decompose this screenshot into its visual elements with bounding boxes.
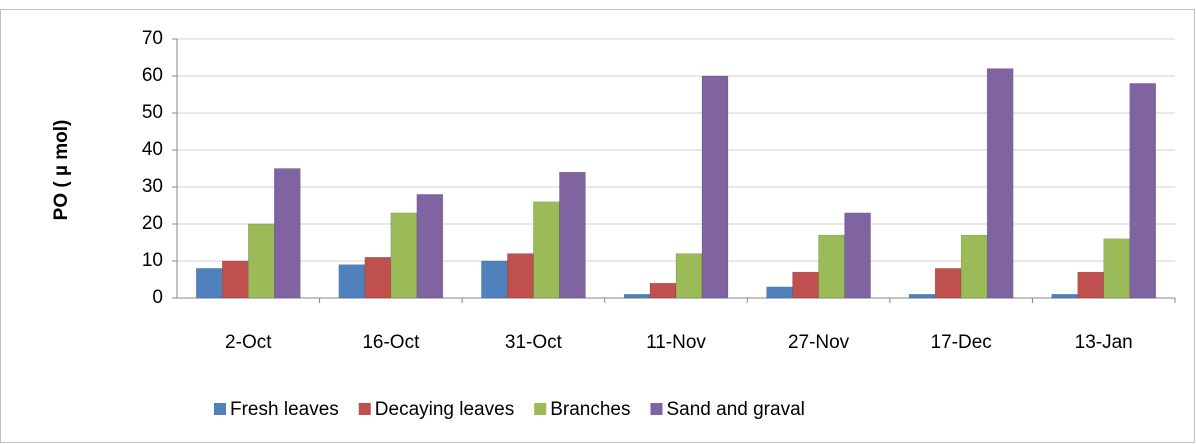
legend-label: Decaying leaves (375, 399, 514, 420)
legend-swatch (358, 403, 371, 415)
bar (507, 253, 534, 299)
x-tick-label: 16-Oct (362, 332, 420, 353)
bar (222, 260, 249, 299)
bar (274, 168, 301, 299)
legend-label: Sand and graval (666, 399, 804, 420)
bar (416, 194, 444, 299)
legend-label: Fresh leaves (230, 399, 339, 420)
bar (481, 260, 508, 299)
legend-label: Branches (550, 399, 630, 420)
legend-swatch (534, 403, 547, 415)
bar (338, 264, 366, 299)
x-tick-label: 11-Nov (646, 332, 706, 353)
y-tick-label: 40 (142, 139, 163, 160)
legend-swatch (214, 403, 226, 415)
x-tick-label: 31-Oct (505, 332, 563, 353)
bar (701, 75, 729, 299)
bar (1103, 238, 1130, 299)
bar (792, 271, 819, 299)
bar (766, 286, 793, 299)
y-tick-label: 50 (142, 102, 163, 123)
y-tick-label: 70 (142, 28, 163, 49)
bar (559, 171, 586, 299)
x-tick-label: 27-Nov (788, 332, 850, 353)
y-tick-label: 20 (142, 213, 163, 234)
y-tick-label: 30 (142, 176, 163, 197)
bar (649, 282, 677, 299)
bar (960, 234, 988, 299)
bar (986, 68, 1014, 299)
bar (934, 268, 962, 299)
x-tick-label: 13-Jan (1075, 332, 1133, 353)
x-tick-label: 17-Dec (931, 332, 992, 353)
bar (908, 294, 936, 299)
bar (533, 201, 560, 299)
bar (844, 212, 871, 299)
bar (364, 257, 392, 299)
y-axis-label: PO ( µ mol) (51, 120, 72, 221)
legend-swatch (650, 403, 663, 415)
bar (196, 268, 223, 299)
y-tick-label: 0 (152, 287, 163, 308)
bar (623, 294, 651, 299)
bar (390, 212, 418, 299)
bar (675, 253, 703, 299)
y-tick-label: 60 (142, 65, 163, 86)
bar (1129, 83, 1156, 299)
bar (1051, 294, 1078, 299)
bar (248, 223, 275, 299)
bar (818, 234, 845, 299)
bar (1077, 271, 1104, 299)
chart-border (0, 9, 1195, 443)
y-tick-label: 10 (142, 250, 163, 271)
x-tick-label: 2-Oct (225, 332, 272, 353)
